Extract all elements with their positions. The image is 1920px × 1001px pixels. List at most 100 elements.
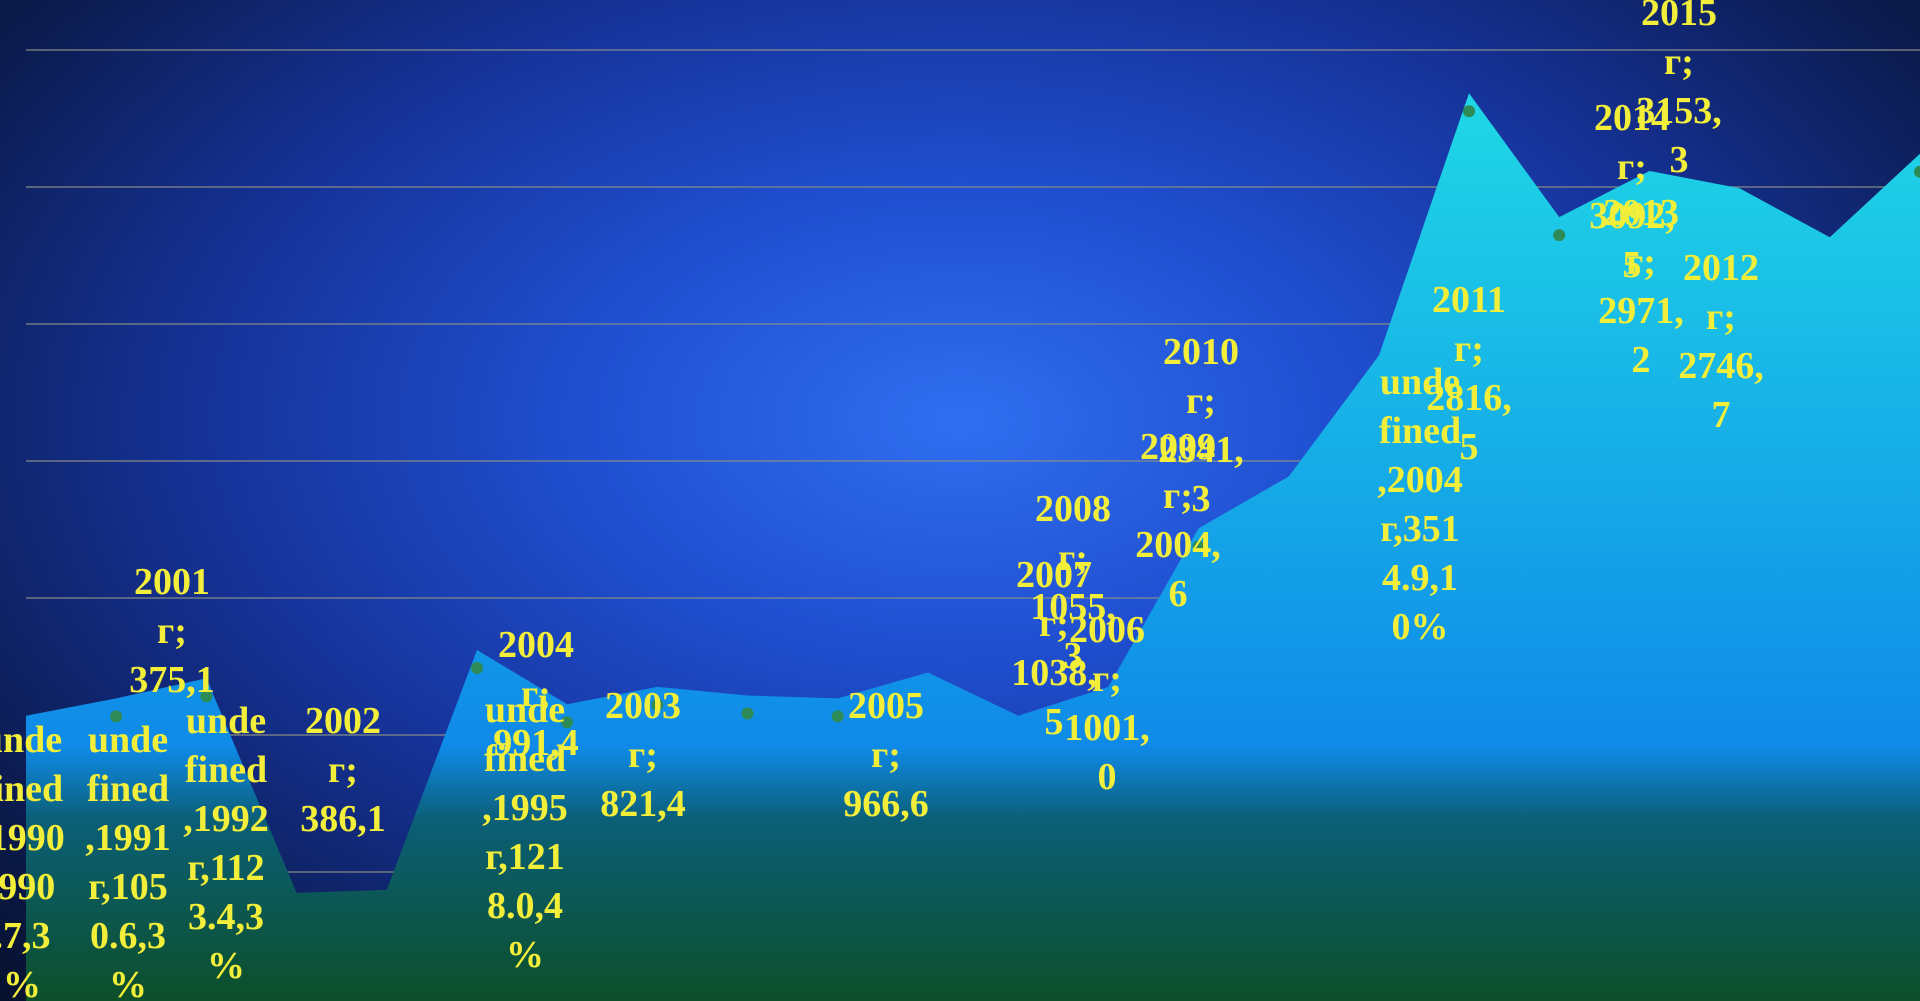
data-label: unde fined ,1991 г,105 0.6,3%: [85, 719, 171, 1001]
data-label-line: 2011: [1432, 279, 1506, 321]
data-label-line: fined: [0, 768, 63, 810]
data-label-line: fined: [1379, 410, 1461, 452]
data-label-line: 1001,: [1064, 707, 1150, 749]
data-label-line: 2015: [1641, 0, 1717, 34]
data-label-line: г,105: [88, 866, 167, 908]
data-label-line: unde: [485, 689, 565, 731]
data-label-line: unde: [88, 719, 168, 761]
data-label: 2003 г; 821,4: [600, 685, 686, 825]
data-label-line: г;: [1454, 328, 1484, 370]
data-label-line: ,1990: [0, 817, 65, 859]
data-label-line: 4.9,1: [1382, 557, 1458, 599]
data-label-line: г;: [1617, 146, 1647, 188]
data-label-line: 2014: [1594, 97, 1670, 139]
data-label: 2006 г; 1001, 0: [1064, 609, 1150, 798]
data-label-line: fined: [185, 749, 267, 791]
data-label: 2008 г; 1055, 3: [1030, 488, 1116, 677]
data-point-marker: [110, 710, 123, 723]
data-label-line: г;: [1092, 658, 1122, 700]
data-point-marker: [831, 710, 844, 723]
data-label-line: .7,3: [0, 915, 51, 957]
data-label-line: г,121: [485, 836, 564, 878]
data-label-line: 2008: [1035, 488, 1111, 530]
data-point-marker: [1553, 229, 1566, 242]
data-label-line: 3: [1064, 635, 1083, 677]
data-label: 2005 г; 966,6: [843, 685, 929, 825]
data-label-line: 2004: [498, 624, 574, 666]
data-label-line: г;: [328, 749, 358, 791]
data-label-line: 2006: [1069, 609, 1145, 651]
data-label-line: 8.0,4: [487, 885, 563, 927]
data-label-line: 2012: [1683, 247, 1759, 289]
data-label-line: 375,1: [129, 659, 215, 701]
data-label: 2015 г; 3153, 3: [1636, 0, 1722, 181]
data-label-line: ,2004: [1377, 459, 1463, 501]
data-point-marker: [651, 698, 664, 711]
data-label-line: 6: [1169, 573, 1188, 615]
data-label-line: ,1991: [85, 817, 171, 859]
data-point-marker: [1914, 165, 1920, 178]
data-label-line: 3153,: [1636, 90, 1722, 132]
data-label-line: г,351: [1380, 508, 1459, 550]
data-label-line: unde: [186, 700, 266, 742]
data-label-line: %: [506, 934, 544, 976]
data-label-line: 3: [1670, 139, 1689, 181]
data-point-marker: [741, 707, 754, 720]
data-label: 2002 г; 386,1: [300, 700, 386, 840]
data-label: 2012 г; 2746, 7: [1678, 247, 1764, 436]
data-label-line: 966,6: [843, 783, 929, 825]
data-point-marker: [561, 716, 574, 729]
data-label-line: г;: [1706, 296, 1736, 338]
data-label: 2011 г; 2816, 5: [1426, 279, 1512, 468]
area-series: [26, 93, 1920, 1001]
data-label-line: ,990: [0, 866, 55, 908]
data-label-line: г;: [1163, 475, 1193, 517]
data-label-line: г;: [628, 734, 658, 776]
data-label-line: 0.6,3: [90, 915, 166, 957]
data-label-line: 2005: [848, 685, 924, 727]
data-label-line: 3.4,3: [188, 896, 264, 938]
data-label-line: ,1995: [482, 787, 568, 829]
data-label-line: г;: [157, 610, 187, 652]
data-point-marker: [471, 662, 483, 674]
data-label-line: fined: [87, 768, 169, 810]
data-label-line: 0: [1098, 756, 1117, 798]
data-label: unde fined ,2004 г,351 4.9,1 0%: [1377, 361, 1463, 648]
data-label: 2004 г; 991,4: [493, 624, 579, 764]
data-point-marker: [1192, 540, 1205, 553]
data-label-line: %: [207, 945, 245, 987]
data-point-marker: [200, 690, 213, 703]
data-label-line: 2002: [305, 700, 381, 742]
data-label-line: 2013: [1603, 192, 1679, 234]
data-label-line: г;: [1186, 380, 1216, 422]
data-label-line: 2010: [1163, 331, 1239, 373]
data-label-line: 2341,: [1158, 429, 1244, 471]
data-label-line: 2009: [1140, 426, 1216, 468]
data-label-line: г;: [1664, 41, 1694, 83]
data-label: unde fined ,1995 г,121 8.0,4%: [482, 689, 568, 976]
data-label-line: unde: [1380, 361, 1460, 403]
data-label-line: г;: [871, 734, 901, 776]
data-label: unde fined ,1992 г,112 3.4,3%: [183, 700, 269, 987]
data-label: 2010 г; 2341, 3: [1158, 331, 1244, 520]
data-label-line: г;: [1039, 603, 1069, 645]
data-label-line: 1055,: [1030, 586, 1116, 628]
data-label-line: 3: [1192, 478, 1211, 520]
data-label: 2001 г; 375,1: [129, 561, 215, 701]
data-label-line: 0%: [1392, 606, 1449, 648]
data-label-line: 3092,: [1589, 195, 1675, 237]
data-label-line: 2003: [605, 685, 681, 727]
data-label: unde fined ,1990 ,990 .7,3%: [0, 719, 65, 1001]
data-label: 2009 г; 2004, 6: [1135, 426, 1221, 615]
data-label-line: 2001: [134, 561, 210, 603]
data-label-line: 1038,: [1011, 652, 1097, 694]
data-label-line: 5: [1623, 244, 1642, 286]
data-label-line: 5: [1045, 701, 1064, 743]
data-label-line: 2746,: [1678, 345, 1764, 387]
data-label-line: 821,4: [600, 783, 686, 825]
data-label-line: 5: [1460, 426, 1479, 468]
data-label: 2014 г; 3092, 5: [1589, 97, 1675, 286]
data-label-line: fined: [484, 738, 566, 780]
